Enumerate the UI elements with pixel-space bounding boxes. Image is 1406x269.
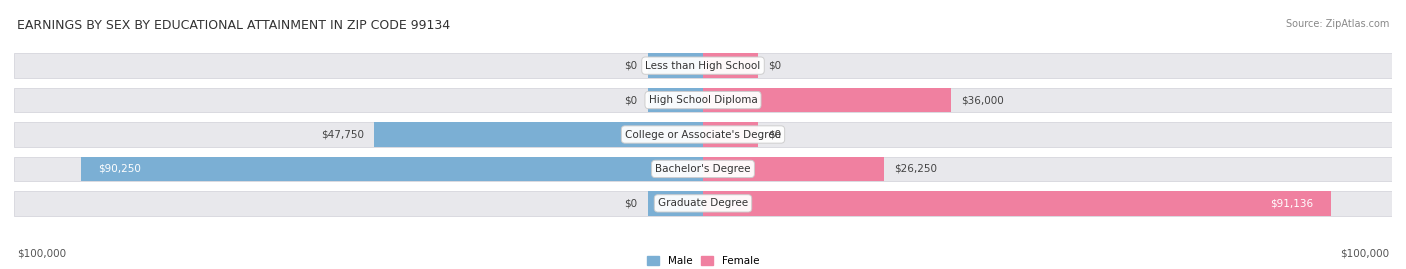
Text: EARNINGS BY SEX BY EDUCATIONAL ATTAINMENT IN ZIP CODE 99134: EARNINGS BY SEX BY EDUCATIONAL ATTAINMEN…	[17, 19, 450, 32]
Bar	[703, 191, 1331, 216]
Bar	[648, 88, 703, 112]
Bar	[648, 53, 703, 78]
Text: $0: $0	[624, 61, 637, 71]
Bar	[648, 191, 703, 216]
Text: $100,000: $100,000	[17, 248, 66, 258]
Text: $0: $0	[624, 95, 637, 105]
Bar	[82, 157, 703, 181]
Text: $100,000: $100,000	[1340, 248, 1389, 258]
Text: High School Diploma: High School Diploma	[648, 95, 758, 105]
Bar	[703, 157, 884, 181]
Text: Bachelor's Degree: Bachelor's Degree	[655, 164, 751, 174]
Bar	[14, 53, 1392, 78]
Text: $90,250: $90,250	[98, 164, 142, 174]
Text: $0: $0	[769, 61, 782, 71]
Text: $36,000: $36,000	[962, 95, 1004, 105]
Text: $91,136: $91,136	[1271, 198, 1313, 208]
Legend: Male, Female: Male, Female	[643, 252, 763, 269]
Bar	[14, 157, 1392, 181]
Text: $26,250: $26,250	[894, 164, 938, 174]
Bar	[374, 122, 703, 147]
Text: $0: $0	[624, 198, 637, 208]
Bar	[14, 88, 1392, 112]
Text: Less than High School: Less than High School	[645, 61, 761, 71]
Text: $47,750: $47,750	[321, 129, 364, 140]
Text: Source: ZipAtlas.com: Source: ZipAtlas.com	[1285, 19, 1389, 29]
Bar	[14, 191, 1392, 216]
Bar	[703, 88, 950, 112]
Bar	[703, 122, 758, 147]
Text: $0: $0	[769, 129, 782, 140]
Bar	[703, 53, 758, 78]
Text: College or Associate's Degree: College or Associate's Degree	[626, 129, 780, 140]
Bar	[14, 122, 1392, 147]
Text: Graduate Degree: Graduate Degree	[658, 198, 748, 208]
